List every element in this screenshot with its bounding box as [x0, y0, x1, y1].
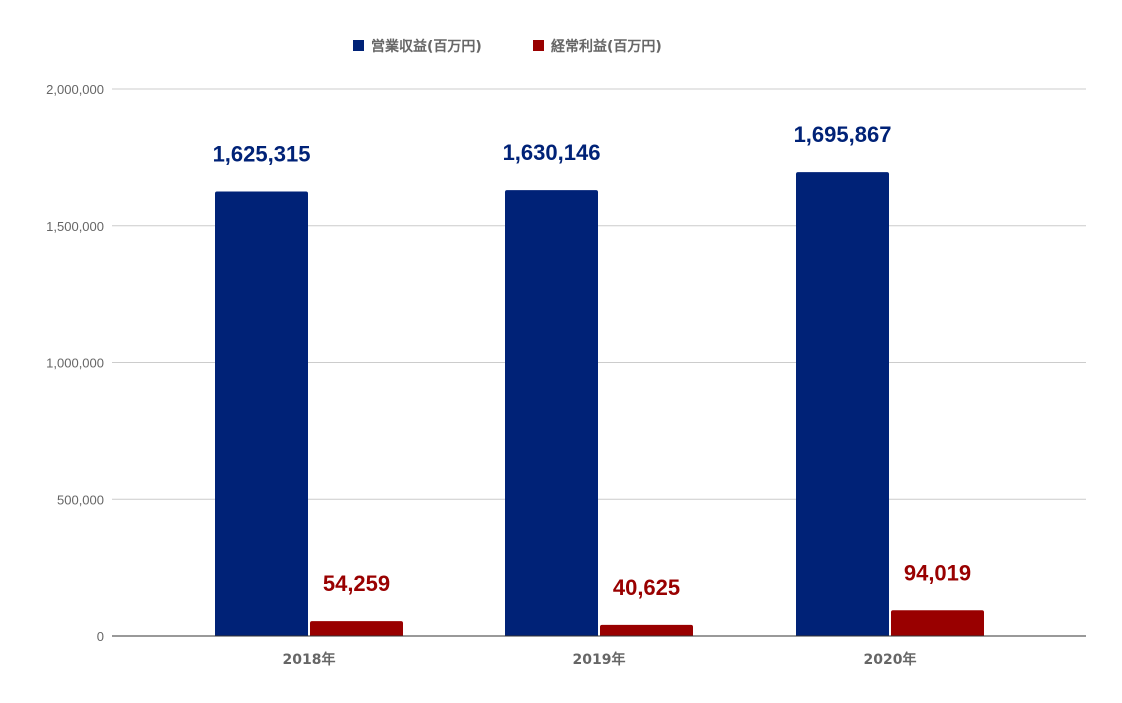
- y-tick-label: 0: [97, 629, 104, 644]
- y-tick-label: 500,000: [57, 492, 104, 507]
- legend-item: 営業収益(百万円): [353, 38, 482, 55]
- legend-item: 経常利益(百万円): [533, 38, 662, 55]
- data-label: 40,625: [613, 575, 680, 600]
- bar-revenue: [796, 172, 889, 637]
- data-label: 94,019: [904, 560, 971, 585]
- y-tick-label: 1,500,000: [46, 219, 104, 234]
- legend-label: 経常利益(百万円): [551, 38, 662, 55]
- data-labels: 1,625,315 54,259 1,630,146 40,625 1,695,867 9…: [213, 122, 972, 600]
- y-tick-label: 1,000,000: [46, 356, 104, 371]
- bar-ordinary-profit: [600, 624, 693, 636]
- data-label: 1,630,146: [503, 140, 601, 165]
- bar-ordinary-profit: [310, 621, 403, 636]
- x-tick-label: 2020年: [864, 651, 917, 668]
- bar-revenue: [505, 190, 598, 636]
- legend: 営業収益(百万円) 経常利益(百万円): [353, 38, 662, 55]
- x-axis: 2018年 2019年 2020年: [112, 635, 1086, 668]
- x-tick-label: 2018年: [283, 651, 336, 668]
- legend-label: 営業収益(百万円): [371, 38, 482, 55]
- data-label: 1,695,867: [794, 122, 892, 147]
- legend-swatch: [533, 40, 544, 51]
- bar-revenue: [215, 191, 308, 636]
- y-axis: 0 500,000 1,000,000 1,500,000 2,000,000: [46, 82, 104, 644]
- legend-swatch: [353, 40, 364, 51]
- data-label: 1,625,315: [213, 141, 311, 166]
- bar-ordinary-profit: [891, 610, 984, 636]
- x-tick-label: 2019年: [573, 651, 626, 668]
- y-tick-label: 2,000,000: [46, 82, 104, 97]
- bars: [215, 172, 984, 637]
- data-label: 54,259: [323, 571, 390, 596]
